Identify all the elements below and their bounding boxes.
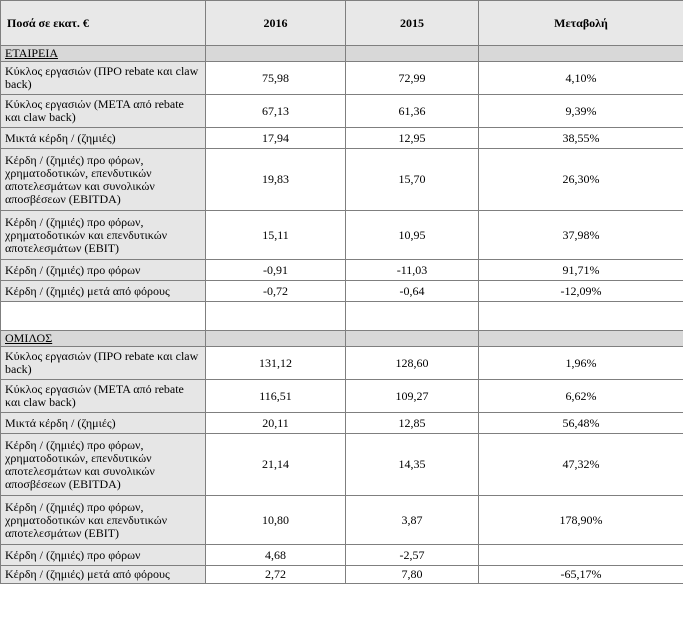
value-2015: -11,03 xyxy=(345,259,479,281)
row-label: Κέρδη / (ζημιές) προ φόρων xyxy=(0,544,206,566)
value-change: -12,09% xyxy=(478,280,683,302)
value-2016: 15,11 xyxy=(205,210,346,260)
row-label: Κέρδη / (ζημιές) προ φόρων xyxy=(0,259,206,281)
row-label: Κέρδη / (ζημιές) προ φόρων, χρηματοδοτικ… xyxy=(0,148,206,211)
value-change: -65,17% xyxy=(478,565,683,584)
table-row: Κέρδη / (ζημιές) μετά από φόρους -0,72 -… xyxy=(0,280,683,302)
value-2015: 7,80 xyxy=(345,565,479,584)
section-header-group: ΟΜΙΛΟΣ xyxy=(0,330,683,347)
row-label: Κέρδη / (ζημιές) προ φόρων, χρηματοδοτικ… xyxy=(0,495,206,545)
value-2016: 2,72 xyxy=(205,565,346,584)
table-header-row: Ποσά σε εκατ. € 2016 2015 Μεταβολή xyxy=(0,0,683,46)
value-2016: 4,68 xyxy=(205,544,346,566)
section-title: ΟΜΙΛΟΣ xyxy=(0,330,206,347)
value-2016: 75,98 xyxy=(205,61,346,95)
table-row: Κέρδη / (ζημιές) προ φόρων -0,91 -11,03 … xyxy=(0,259,683,281)
value-2015: 109,27 xyxy=(345,379,479,413)
table-row: Κέρδη / (ζημιές) μετά από φόρους 2,72 7,… xyxy=(0,565,683,584)
value-2015: 14,35 xyxy=(345,433,479,496)
value-2016: 116,51 xyxy=(205,379,346,413)
table-row: Κέρδη / (ζημιές) προ φόρων, χρηματοδοτικ… xyxy=(0,495,683,545)
row-label: Κύκλος εργασιών (ΜΕΤΑ από rebate και cla… xyxy=(0,379,206,413)
value-change: 37,98% xyxy=(478,210,683,260)
header-2015: 2015 xyxy=(345,0,479,46)
row-label: Κύκλος εργασιών (ΠΡΟ rebate και claw bac… xyxy=(0,346,206,380)
value-change: 26,30% xyxy=(478,148,683,211)
financial-results-table: Ποσά σε εκατ. € 2016 2015 Μεταβολή ΕΤΑΙΡ… xyxy=(0,0,683,584)
table-row: Μικτά κέρδη / (ζημιές) 20,11 12,85 56,48… xyxy=(0,412,683,434)
row-label: Κέρδη / (ζημιές) μετά από φόρους xyxy=(0,280,206,302)
value-2016: 17,94 xyxy=(205,127,346,149)
header-2016: 2016 xyxy=(205,0,346,46)
value-2015: 128,60 xyxy=(345,346,479,380)
value-change: 6,62% xyxy=(478,379,683,413)
value-2016: 10,80 xyxy=(205,495,346,545)
value-change xyxy=(478,544,683,566)
table-row: Κύκλος εργασιών (ΠΡΟ rebate και claw bac… xyxy=(0,346,683,380)
value-2015: 15,70 xyxy=(345,148,479,211)
value-change: 56,48% xyxy=(478,412,683,434)
table-row: Κέρδη / (ζημιές) προ φόρων, χρηματοδοτικ… xyxy=(0,433,683,496)
table-row: Κέρδη / (ζημιές) προ φόρων 4,68 -2,57 xyxy=(0,544,683,566)
value-change: 9,39% xyxy=(478,94,683,128)
value-2015: 61,36 xyxy=(345,94,479,128)
section-title: ΕΤΑΙΡΕΙΑ xyxy=(0,45,206,62)
section-spacer xyxy=(0,301,683,331)
value-2015: -0,64 xyxy=(345,280,479,302)
table-row: Κύκλος εργασιών (ΜΕΤΑ από rebate και cla… xyxy=(0,94,683,128)
row-label: Κύκλος εργασιών (ΠΡΟ rebate και claw bac… xyxy=(0,61,206,95)
value-2016: 67,13 xyxy=(205,94,346,128)
value-2016: 19,83 xyxy=(205,148,346,211)
row-label: Κύκλος εργασιών (ΜΕΤΑ από rebate και cla… xyxy=(0,94,206,128)
value-change: 1,96% xyxy=(478,346,683,380)
table-row: Κύκλος εργασιών (ΜΕΤΑ από rebate και cla… xyxy=(0,379,683,413)
value-2015: 72,99 xyxy=(345,61,479,95)
table-row: Κέρδη / (ζημιές) προ φόρων, χρηματοδοτικ… xyxy=(0,148,683,211)
value-2016: 131,12 xyxy=(205,346,346,380)
value-2015: 3,87 xyxy=(345,495,479,545)
row-label: Κέρδη / (ζημιές) προ φόρων, χρηματοδοτικ… xyxy=(0,210,206,260)
row-label: Μικτά κέρδη / (ζημιές) xyxy=(0,412,206,434)
value-2015: 10,95 xyxy=(345,210,479,260)
table-row: Μικτά κέρδη / (ζημιές) 17,94 12,95 38,55… xyxy=(0,127,683,149)
value-2016: 20,11 xyxy=(205,412,346,434)
value-2015: 12,85 xyxy=(345,412,479,434)
row-label: Κέρδη / (ζημιές) προ φόρων, χρηματοδοτικ… xyxy=(0,433,206,496)
value-change: 91,71% xyxy=(478,259,683,281)
value-2015: 12,95 xyxy=(345,127,479,149)
header-amount-label: Ποσά σε εκατ. € xyxy=(0,0,206,46)
value-2016: -0,72 xyxy=(205,280,346,302)
value-change: 47,32% xyxy=(478,433,683,496)
value-2015: -2,57 xyxy=(345,544,479,566)
table-row: Κέρδη / (ζημιές) προ φόρων, χρηματοδοτικ… xyxy=(0,210,683,260)
section-header-company: ΕΤΑΙΡΕΙΑ xyxy=(0,45,683,62)
row-label: Μικτά κέρδη / (ζημιές) xyxy=(0,127,206,149)
value-2016: -0,91 xyxy=(205,259,346,281)
row-label: Κέρδη / (ζημιές) μετά από φόρους xyxy=(0,565,206,584)
value-change: 4,10% xyxy=(478,61,683,95)
header-change: Μεταβολή xyxy=(478,0,683,46)
table-row: Κύκλος εργασιών (ΠΡΟ rebate και claw bac… xyxy=(0,61,683,95)
value-2016: 21,14 xyxy=(205,433,346,496)
value-change: 178,90% xyxy=(478,495,683,545)
value-change: 38,55% xyxy=(478,127,683,149)
